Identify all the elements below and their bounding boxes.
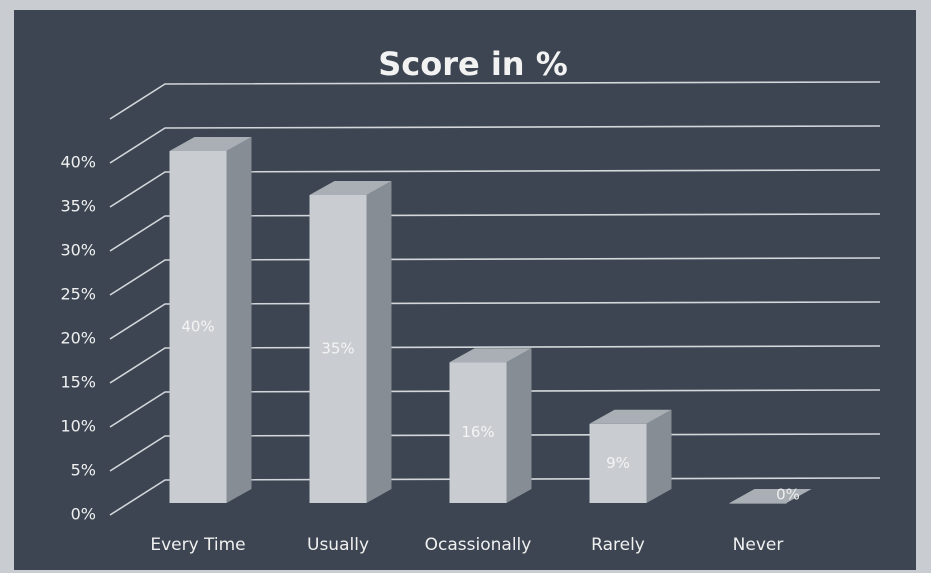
grid-line <box>109 345 881 384</box>
grid-line <box>109 301 881 340</box>
bar-top <box>449 348 532 363</box>
bar <box>729 503 787 504</box>
bar <box>169 151 227 503</box>
x-tick-label: Usually <box>307 535 369 555</box>
y-tick-label: 30% <box>60 241 96 260</box>
x-tick-label: Ocassionally <box>425 535 532 555</box>
y-tick-label: 0% <box>71 505 96 524</box>
bar <box>449 362 507 503</box>
bar-side <box>226 137 252 503</box>
bar-top <box>169 137 252 151</box>
grid-line <box>109 81 881 120</box>
grid-line <box>109 213 881 252</box>
data-label: 35% <box>321 340 354 358</box>
y-tick-label: 5% <box>71 461 96 480</box>
y-tick-label: 35% <box>60 197 96 216</box>
data-label: 16% <box>461 423 494 441</box>
bar <box>309 195 367 503</box>
x-tick-label: Rarely <box>591 535 645 555</box>
bar <box>589 423 647 503</box>
data-label: 40% <box>181 318 214 336</box>
data-label: 9% <box>606 454 630 472</box>
grid-line <box>109 257 881 296</box>
grid-line <box>109 389 881 428</box>
bar-side <box>646 409 672 503</box>
bar-side <box>506 348 532 503</box>
y-tick-label: 40% <box>60 153 96 172</box>
x-tick-label: Every Time <box>150 535 245 555</box>
grid-line <box>109 125 881 164</box>
y-tick-label: 10% <box>60 417 96 436</box>
bar-top <box>729 489 812 503</box>
grid-line <box>109 169 881 208</box>
bar-top <box>589 409 672 424</box>
y-tick-label: 15% <box>60 373 96 392</box>
chart-title: Score in % <box>378 45 568 83</box>
bar-side <box>366 181 392 503</box>
bar-top <box>309 181 392 195</box>
y-tick-label: 20% <box>60 329 96 348</box>
y-tick-label: 25% <box>60 285 96 304</box>
data-label: 0% <box>776 486 800 504</box>
x-tick-label: Never <box>733 535 784 555</box>
